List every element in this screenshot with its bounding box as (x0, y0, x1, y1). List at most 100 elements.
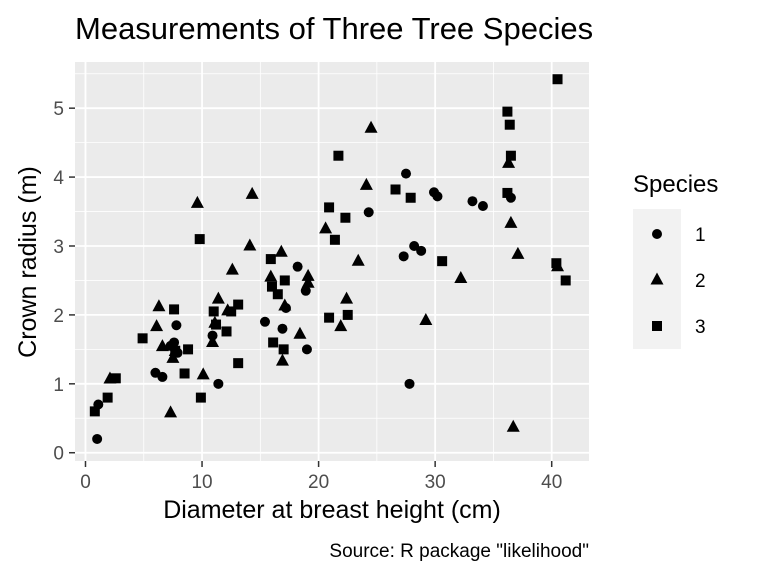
y-tick-label: 5 (53, 99, 64, 120)
data-point-species-2 (340, 291, 354, 304)
data-point-species-2 (225, 262, 239, 275)
data-point-species-3 (208, 306, 219, 317)
legend: Species 1 2 3 (633, 171, 718, 349)
data-points (89, 74, 571, 444)
data-point-species-2 (274, 244, 288, 257)
data-point-species-3 (183, 344, 194, 355)
data-point-species-2 (275, 353, 289, 366)
data-point-species-3 (195, 392, 206, 403)
data-point-species-3 (194, 234, 205, 245)
y-tick-label: 3 (53, 237, 64, 258)
data-point-species-3 (324, 312, 335, 323)
x-tick-label: 30 (425, 472, 446, 493)
data-point-species-3 (211, 319, 222, 330)
data-point-species-1 (301, 344, 312, 355)
y-axis: 0 1 2 3 4 5 (53, 99, 75, 465)
data-point-species-1 (259, 316, 270, 327)
data-point-species-1 (292, 261, 303, 272)
data-point-species-1 (401, 168, 412, 179)
data-point-species-3 (560, 275, 571, 286)
data-point-species-2 (243, 238, 257, 251)
data-point-species-1 (169, 337, 180, 348)
data-point-species-3 (89, 406, 100, 417)
data-point-species-2 (278, 298, 292, 311)
x-tick-label: 10 (191, 472, 212, 493)
data-point-species-3 (342, 309, 353, 320)
data-point-species-1 (157, 371, 168, 382)
data-point-species-2 (504, 215, 518, 228)
data-point-species-3 (437, 256, 448, 267)
data-point-species-3 (324, 202, 335, 213)
data-point-species-3 (137, 333, 148, 344)
data-point-species-2 (166, 350, 180, 363)
legend-key-square (652, 321, 662, 331)
chart-title: Measurements of Three Tree Species (75, 11, 593, 46)
data-point-species-1 (467, 196, 478, 207)
data-point-species-2 (190, 195, 204, 208)
data-point-species-3 (405, 192, 416, 203)
data-point-species-2 (211, 291, 225, 304)
data-point-species-2 (245, 186, 259, 199)
data-point-species-3 (340, 212, 351, 223)
data-point-species-3 (179, 368, 190, 379)
data-point-species-1 (477, 201, 488, 212)
minor-gridlines (75, 62, 589, 461)
plot-panel (75, 62, 589, 461)
data-point-species-1 (92, 433, 103, 444)
data-point-species-3 (266, 281, 277, 292)
y-tick-label: 0 (53, 444, 64, 465)
data-point-species-2 (152, 299, 166, 312)
y-tick-label: 1 (53, 375, 64, 396)
x-tick-label: 20 (308, 472, 329, 493)
data-point-species-3 (551, 258, 562, 269)
data-point-species-2 (419, 312, 433, 325)
legend-key-triangle (650, 272, 664, 285)
y-axis-title: Crown radius (m) (14, 166, 42, 358)
data-point-species-2 (502, 155, 516, 168)
data-point-species-1 (213, 378, 224, 389)
data-point-species-1 (432, 191, 443, 202)
legend-label: 2 (695, 271, 706, 292)
legend-title: Species (633, 171, 718, 198)
data-point-species-3 (279, 275, 290, 286)
data-point-species-3 (268, 337, 279, 348)
data-point-species-2 (301, 268, 315, 281)
data-point-species-2 (334, 319, 348, 332)
data-point-species-2 (301, 275, 315, 288)
x-axis-title: Diameter at breast height (cm) (163, 496, 501, 524)
data-point-species-1 (300, 285, 311, 296)
data-point-species-3 (505, 150, 516, 161)
data-point-species-3 (221, 326, 232, 337)
x-tick-label: 40 (541, 472, 562, 493)
data-point-species-3 (233, 299, 244, 310)
data-point-species-3 (226, 306, 237, 317)
legend-key-circle (652, 229, 662, 239)
data-point-species-3 (170, 345, 181, 356)
y-tick-label: 4 (53, 168, 64, 189)
data-point-species-1 (171, 320, 182, 331)
data-point-species-3 (552, 74, 563, 85)
y-tick-label: 2 (53, 306, 64, 327)
data-point-species-3 (502, 187, 513, 198)
data-point-species-2 (293, 326, 307, 339)
data-point-species-3 (233, 358, 244, 369)
chart-caption: Source: R package "likelihood" (329, 541, 589, 562)
data-point-species-3 (504, 119, 515, 130)
data-point-species-1 (404, 378, 415, 389)
data-point-species-2 (511, 246, 525, 259)
data-point-species-1 (416, 245, 427, 256)
data-point-species-2 (454, 270, 468, 283)
data-point-species-2 (364, 120, 378, 133)
data-point-species-3 (278, 344, 289, 355)
data-point-species-2 (319, 221, 333, 234)
data-point-species-2 (150, 319, 164, 332)
x-tick-label: 0 (80, 472, 91, 493)
data-point-species-2 (506, 419, 520, 432)
data-point-species-2 (206, 335, 220, 348)
data-point-species-2 (164, 405, 178, 418)
data-point-species-3 (272, 289, 283, 300)
data-point-species-3 (329, 234, 340, 245)
data-point-species-2 (359, 177, 373, 190)
legend-label: 3 (695, 317, 706, 338)
